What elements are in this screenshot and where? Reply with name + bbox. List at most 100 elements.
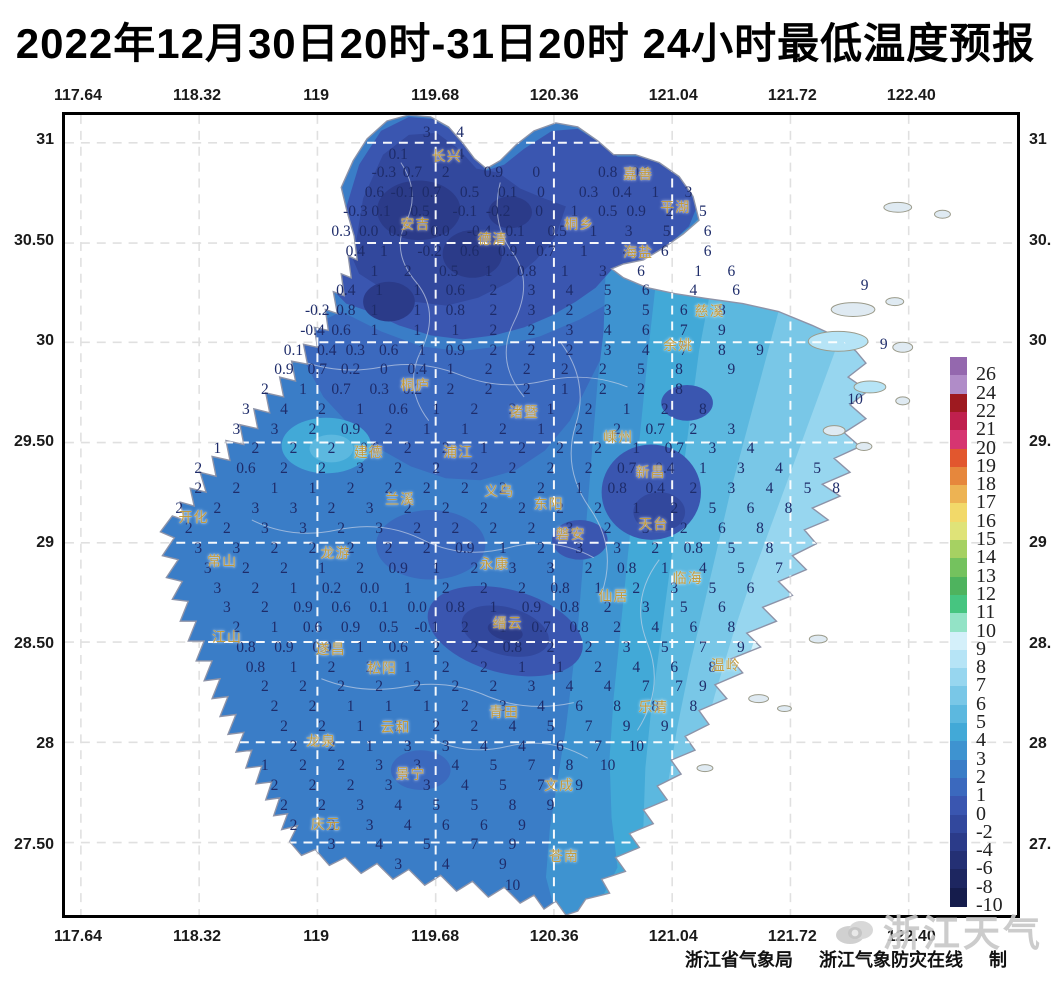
temp-value: 2	[394, 460, 403, 478]
colorbar-label: 14	[976, 546, 996, 569]
temp-value: 3	[232, 421, 241, 439]
temp-value: 2	[261, 678, 269, 695]
temp-value: 3	[327, 817, 336, 835]
temp-value: 0.1	[388, 146, 408, 163]
temp-value: 1	[422, 421, 431, 439]
temp-value: 3	[499, 698, 507, 715]
temp-value: -0.4	[466, 222, 492, 240]
temp-value: 0.9	[274, 361, 294, 379]
temp-value: 1	[413, 282, 422, 299]
temp-value: 7	[641, 678, 650, 695]
temp-value: 2	[337, 678, 345, 695]
colorbar-label: -8	[976, 875, 993, 898]
colorbar-label: 1	[976, 784, 986, 807]
temp-value: 9	[508, 836, 517, 854]
temp-value: 4	[651, 618, 660, 636]
temp-value: 2	[299, 678, 307, 695]
temp-value: 3	[394, 856, 403, 874]
temp-value: 4	[765, 480, 774, 498]
temp-value: 6	[718, 598, 726, 616]
temp-value: -0.3	[371, 163, 397, 181]
temp-value: 2	[599, 381, 607, 399]
city-label: 松阳	[367, 659, 398, 676]
temp-value: 2	[194, 460, 203, 478]
temp-value: 1	[308, 480, 317, 498]
temp-value: 3	[546, 559, 555, 577]
temp-value: 2	[327, 738, 336, 755]
temp-value: 1	[575, 480, 583, 498]
temp-value: 2	[394, 718, 403, 735]
temp-value: 0.0	[359, 222, 379, 240]
temp-value: 2	[518, 440, 526, 458]
temp-value: 2	[337, 519, 345, 537]
lat-tick-label-left: 30.50	[13, 231, 54, 249]
temp-value: 1	[570, 202, 579, 220]
temp-value: 1	[318, 559, 326, 577]
temp-value: 5	[470, 797, 479, 815]
temp-value: 2	[594, 658, 602, 676]
temp-value: 3	[727, 421, 736, 439]
temp-value: 6	[556, 738, 564, 755]
temp-value: -0.1	[500, 222, 525, 240]
temp-value: 5	[422, 836, 431, 854]
temp-value: 6	[732, 282, 741, 299]
temp-value: 1	[270, 480, 279, 498]
lat-tick-label-right: 29.50	[1029, 433, 1051, 451]
temp-value: 0.7	[664, 440, 684, 458]
temp-value: 6	[660, 242, 669, 260]
temp-value: 2	[280, 718, 288, 735]
temp-value: 0.6	[445, 282, 465, 299]
temp-value: 0.7	[331, 381, 351, 399]
temp-value: 2	[489, 302, 498, 319]
temp-value: 2	[460, 480, 469, 498]
temp-value: 4	[480, 738, 488, 755]
map-plot-area: 3 4 0.1 4 -0.3 0.7 2 0.9 0 0.8 0.8 0.6 -0.1 0.7 0.5 0.1…	[62, 112, 1020, 918]
temp-value: 3	[622, 638, 631, 656]
temp-value: 2	[460, 698, 469, 715]
temp-value: 2	[318, 460, 326, 478]
temp-value: 9	[756, 342, 764, 359]
temp-value: 2	[175, 500, 184, 518]
temp-value: 1	[422, 698, 431, 715]
temp-value: 2	[403, 262, 412, 280]
temp-value: 4	[689, 282, 698, 299]
temp-value: 2	[679, 519, 688, 537]
temp-value: 2	[689, 480, 698, 498]
temp-value: 3	[375, 757, 384, 775]
temp-value: 0.9	[340, 618, 361, 636]
temp-value: 2	[489, 342, 498, 359]
temp-value: 0.7	[421, 183, 442, 201]
colorbar-label: 11	[976, 601, 996, 624]
temp-value: 0.4	[612, 183, 632, 201]
temp-value: 1	[480, 440, 488, 458]
temp-value: -0.1	[452, 202, 478, 220]
temp-value: 6	[689, 618, 698, 636]
temp-value: 8	[756, 519, 764, 537]
temp-value: 3	[365, 817, 374, 835]
temp-value: 2	[308, 698, 317, 715]
temp-value: 0.4	[336, 282, 356, 299]
temp-value: 2	[537, 480, 545, 498]
city-label: 嵊州	[603, 429, 634, 446]
temp-value: 7	[537, 777, 545, 795]
temp-value: 7	[679, 342, 688, 359]
temp-value: 3	[422, 777, 431, 795]
temp-value: 5	[708, 579, 717, 597]
temp-value: 5	[489, 757, 498, 775]
temp-value: 9	[737, 638, 745, 656]
colorbar-label: 15	[976, 528, 996, 550]
cloud-logo-icon	[836, 921, 873, 944]
city-label: 浦江	[443, 443, 474, 460]
lon-tick-label-bottom: 119	[303, 928, 329, 945]
city-label: 桐乡	[564, 215, 595, 232]
temp-value: 0.8	[502, 638, 523, 656]
temp-value: 2	[689, 421, 698, 439]
city-label: 龙泉	[306, 733, 337, 750]
temp-value: 0.6	[331, 322, 351, 339]
temp-value: 8	[651, 698, 660, 715]
temp-value: 0.5	[597, 202, 618, 220]
watermark-text: 浙江天气	[883, 913, 1043, 954]
temp-value: 2	[232, 618, 241, 636]
temp-value: 2	[289, 817, 298, 835]
temp-value: 2	[518, 500, 526, 518]
